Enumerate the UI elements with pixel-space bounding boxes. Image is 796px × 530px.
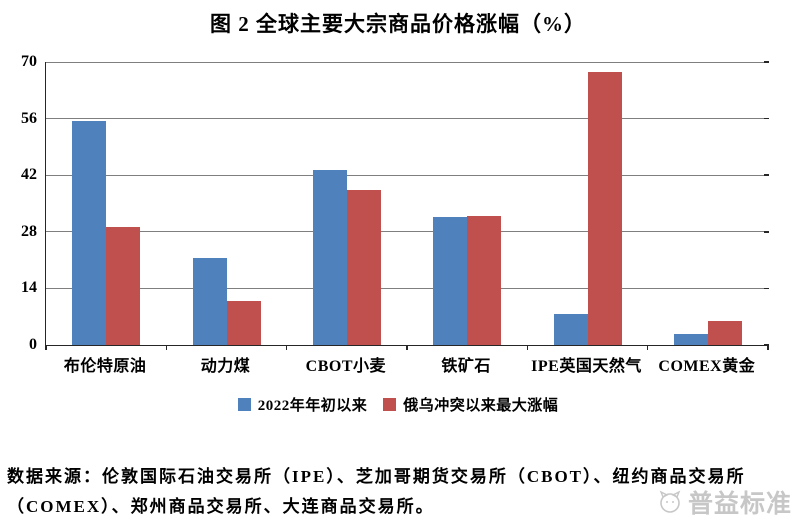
x-tick-label-CBOT小麦: CBOT小麦 [305,358,386,375]
y-tick-70 [764,61,769,63]
y-tick-0 [764,344,769,346]
x-axis-tick-4 [526,345,529,350]
data-source-note: 数据来源：伦敦国际石油交易所（IPE）、芝加哥期货交易所（CBOT）、纽约商品交… [7,462,791,522]
chart-legend: 2022年年初以来 俄乌冲突以来最大涨幅 [0,394,796,415]
bar-俄乌冲突以来最大涨幅-IPE英国天然气 [587,72,622,345]
y-tick-56 [764,117,769,120]
y-tick-28 [764,231,769,233]
chart-title: 图 2 全球主要大宗商品价格涨幅（%） [210,12,586,36]
gridline-14 [46,287,768,289]
gridline-28 [46,231,768,233]
y-tick-label-56: 56 [21,109,37,127]
legend-swatch-series1-icon [237,398,251,411]
legend-item-series1: 2022年年初以来 [237,394,368,415]
x-axis-tick-1 [165,345,168,350]
x-tick-label-动力煤: 动力煤 [200,358,251,375]
x-tick-label-IPE英国天然气: IPE英国天然气 [531,358,642,375]
x-tick-label-布伦特原油: 布伦特原油 [63,358,147,375]
gridline-42 [46,174,768,176]
legend-label-series1: 2022年年初以来 [257,398,368,414]
x-tick-label-铁矿石: 铁矿石 [441,358,491,375]
y-tick-label-28: 28 [21,222,37,240]
y-tick-label-70: 70 [21,53,37,70]
plot-area [45,61,769,350]
gridline-56 [46,118,768,120]
bar-2022年年初以来-铁矿石 [433,217,468,345]
bar-俄乌冲突以来最大涨幅-铁矿石 [467,216,502,345]
bar-俄乌冲突以来最大涨幅-动力煤 [226,300,261,345]
legend-label-series2: 俄乌冲突以来最大涨幅 [403,398,559,414]
gridline-70 [46,61,768,63]
bar-俄乌冲突以来最大涨幅-CBOT小麦 [346,190,381,345]
y-tick-14 [764,287,769,290]
bar-2022年年初以来-COMEX黄金 [673,334,708,345]
bar-2022年年初以来-IPE英国天然气 [553,313,588,345]
bar-2022年年初以来-布伦特原油 [72,121,107,345]
bar-2022年年初以来-动力煤 [192,258,227,345]
bar-俄乌冲突以来最大涨幅-布伦特原油 [106,227,141,345]
legend-swatch-series2-icon [383,398,397,411]
x-axis-tick-5 [646,345,649,350]
data-source-line-1: 数据来源：伦敦国际石油交易所（IPE）、芝加哥期货交易所（CBOT）、纽约商品交… [7,467,746,486]
x-axis-tick-2 [285,345,288,350]
x-axis-tick-6 [767,345,769,350]
y-tick-label-14: 14 [21,279,37,297]
y-tick-42 [764,174,769,176]
data-source-line-2: （COMEX）、郑州商品交易所、大连商品交易所。 [7,497,435,516]
y-tick-label-42: 42 [21,166,37,184]
x-axis-tick-3 [406,345,408,350]
x-axis-labels: 布伦特原油 动力煤 CBOT小麦 铁矿石 IPE英国天然气 COMEX黄金 [45,352,767,375]
y-axis-labels: 0 14 28 42 56 70 [0,53,40,353]
x-tick-label-COMEX黄金: COMEX黄金 [658,358,756,375]
legend-item-series2: 俄乌冲突以来最大涨幅 [383,394,558,415]
bar-俄乌冲突以来最大涨幅-COMEX黄金 [707,320,742,345]
y-tick-label-0: 0 [29,336,37,353]
x-axis-tick-0 [45,345,47,350]
bar-2022年年初以来-CBOT小麦 [312,169,347,345]
